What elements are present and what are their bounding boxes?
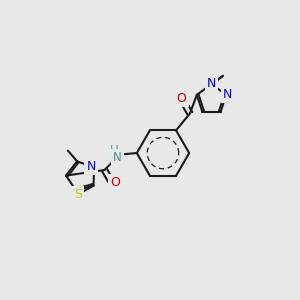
Text: N: N [113,151,122,164]
Text: N: N [86,160,96,173]
Text: S: S [74,188,82,201]
Text: H: H [110,144,119,157]
Text: O: O [110,176,120,189]
Text: N: N [223,88,232,101]
Text: N: N [207,77,216,90]
Text: O: O [176,92,186,105]
